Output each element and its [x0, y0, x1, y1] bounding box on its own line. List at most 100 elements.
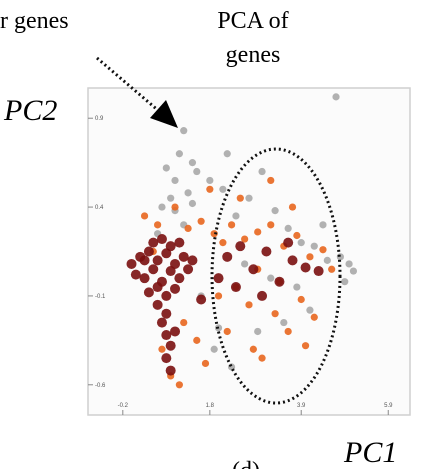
point — [349, 267, 358, 275]
point — [248, 264, 259, 275]
point — [213, 273, 224, 284]
y-tick-label: 0.9 — [95, 116, 104, 122]
point — [171, 203, 179, 211]
point — [139, 273, 150, 284]
point — [297, 239, 305, 247]
point — [254, 228, 262, 236]
arrow-head — [150, 100, 178, 128]
point — [201, 359, 210, 368]
point — [170, 258, 181, 269]
point — [140, 212, 149, 220]
point — [284, 224, 292, 232]
point — [148, 264, 159, 275]
point — [245, 301, 253, 309]
point — [158, 203, 166, 211]
point — [341, 278, 349, 286]
x-tick-label: -0.2 — [118, 403, 129, 409]
annotation: PCA of — [217, 8, 288, 34]
point — [130, 269, 141, 280]
point — [183, 264, 194, 275]
point — [188, 159, 197, 167]
y-tick-label: 0.4 — [95, 205, 104, 211]
y-tick-label: -0.1 — [95, 294, 106, 300]
point — [139, 255, 150, 266]
point — [175, 150, 183, 158]
point — [154, 221, 162, 229]
point — [161, 308, 172, 319]
point — [271, 310, 279, 318]
point — [223, 150, 231, 158]
annotation: genes — [226, 42, 281, 68]
point — [301, 342, 310, 350]
point — [152, 299, 163, 310]
marks — [126, 93, 358, 389]
highlight-ellipse — [210, 147, 342, 405]
x-tick-label: 3.9 — [297, 403, 306, 409]
point — [180, 318, 188, 327]
point — [152, 282, 163, 293]
point — [235, 241, 246, 252]
point — [170, 283, 181, 294]
point — [193, 167, 201, 176]
point — [280, 318, 288, 327]
point — [345, 260, 353, 268]
point — [274, 276, 285, 287]
point — [175, 381, 183, 389]
point — [254, 327, 262, 336]
point — [206, 185, 214, 193]
point — [241, 260, 249, 268]
point — [206, 176, 214, 185]
point — [180, 127, 188, 135]
point — [143, 287, 154, 298]
x-axis-label: PC1 — [343, 436, 397, 469]
point — [249, 345, 257, 353]
point — [161, 290, 172, 301]
point — [323, 256, 331, 264]
point — [319, 221, 327, 229]
x-tick-label: 5.9 — [384, 403, 393, 409]
x-tick-label: 1.8 — [206, 403, 215, 409]
point — [184, 224, 192, 232]
point — [267, 274, 275, 282]
point — [196, 294, 207, 305]
point — [148, 237, 159, 248]
point — [214, 292, 223, 300]
plot-area — [87, 87, 411, 416]
point — [245, 194, 253, 202]
y-tick-label: -0.6 — [95, 383, 106, 389]
point — [313, 266, 324, 277]
point — [241, 235, 249, 243]
point — [174, 237, 185, 248]
point — [165, 241, 176, 252]
point — [310, 313, 318, 321]
point — [287, 255, 298, 266]
y-axis-label: PC2 — [3, 94, 57, 127]
point — [236, 194, 244, 202]
point — [165, 365, 176, 376]
point — [223, 327, 231, 336]
point — [306, 306, 314, 314]
point — [284, 327, 292, 336]
point — [165, 340, 176, 351]
point — [193, 336, 201, 344]
point — [271, 207, 279, 215]
point — [188, 199, 197, 208]
caption: (d) — [232, 458, 260, 469]
arrow-line — [96, 56, 161, 114]
point — [219, 185, 227, 193]
point — [156, 234, 167, 245]
point — [297, 295, 305, 304]
point — [283, 237, 294, 248]
point — [219, 239, 227, 247]
point — [210, 345, 218, 353]
point — [161, 353, 172, 364]
point — [267, 176, 275, 185]
point — [306, 253, 314, 261]
point — [232, 212, 240, 220]
point — [187, 255, 198, 266]
point — [174, 273, 185, 284]
point — [258, 354, 266, 362]
point — [170, 326, 181, 337]
point — [261, 246, 272, 257]
